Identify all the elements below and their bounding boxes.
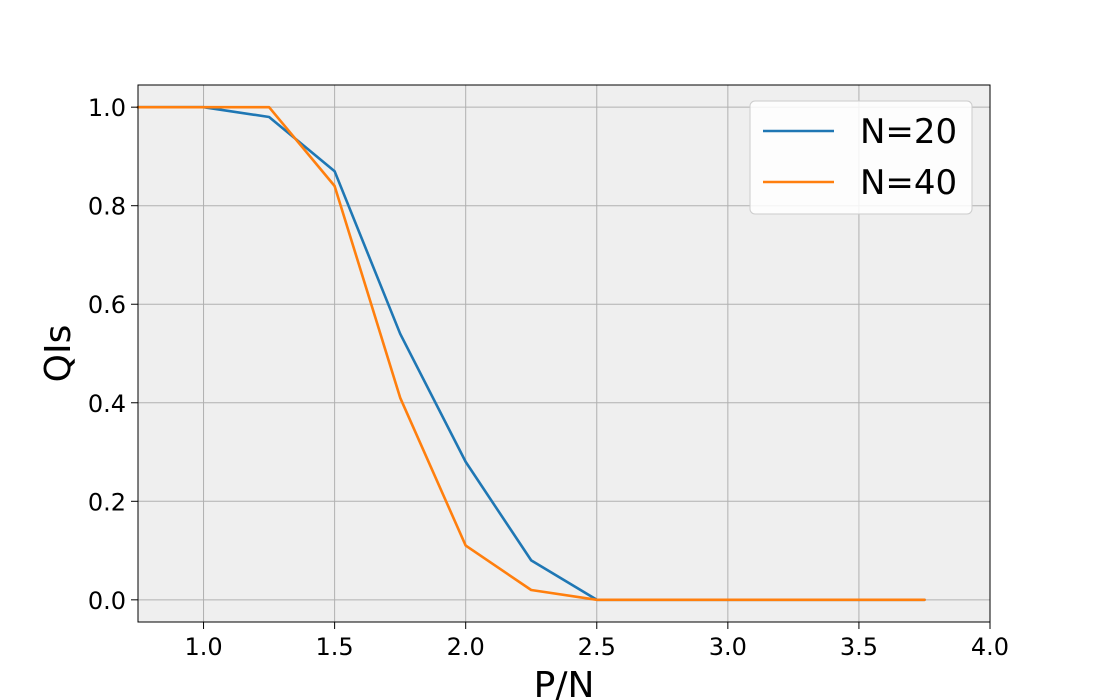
x-tick-label: 2.0 [447, 633, 485, 661]
plot-frame [137, 84, 991, 623]
grid [138, 85, 991, 622]
x-axis-title: P/N [534, 665, 595, 700]
x-tick-label: 1.0 [184, 633, 222, 661]
y-tick-label: 0.4 [88, 390, 126, 418]
y-axis-ticks: 0.0 0.2 0.4 0.6 0.8 1.0 [88, 94, 138, 615]
x-tick-label: 3.0 [709, 633, 747, 661]
y-axis-title: QIs [38, 325, 79, 383]
series-lines [136, 105, 926, 602]
legend: N=20 N=40 [749, 100, 973, 215]
legend-label: N=40 [860, 163, 957, 203]
series-line-n40 [136, 105, 926, 602]
y-tick-label: 0.6 [88, 291, 126, 319]
y-tick-label: 0.8 [88, 193, 126, 221]
x-tick-label: 1.5 [316, 633, 354, 661]
y-tick-label: 0.2 [88, 488, 126, 516]
x-tick-label: 2.5 [578, 633, 616, 661]
y-tick-label: 1.0 [88, 94, 126, 122]
y-tick-label: 0.0 [88, 587, 126, 615]
x-axis-ticks: 1.0 1.5 2.0 2.5 3.0 3.5 4.0 [184, 622, 1009, 661]
x-tick-label: 3.5 [840, 633, 878, 661]
legend-label: N=20 [860, 112, 957, 152]
x-tick-label: 4.0 [971, 633, 1009, 661]
legend-box [749, 100, 973, 215]
